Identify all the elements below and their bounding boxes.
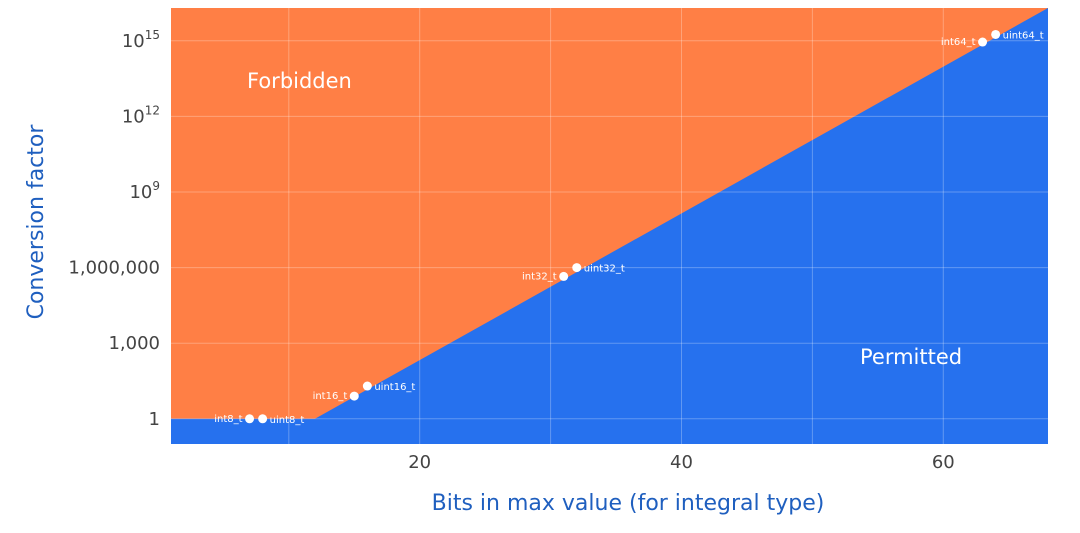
region-label-permitted: Permitted <box>860 345 962 369</box>
data-point <box>978 37 988 47</box>
data-point-label: uint8_t <box>270 415 305 426</box>
data-point <box>362 381 372 391</box>
y-tick-label: 109 <box>129 179 160 203</box>
x-tick-label: 40 <box>670 452 693 473</box>
data-point-label: uint16_t <box>374 382 415 393</box>
y-axis-title: Conversion factor <box>24 124 49 320</box>
y-tick-label: 1 <box>149 409 160 430</box>
data-point <box>245 414 255 424</box>
data-point <box>572 263 582 273</box>
data-point-label: int32_t <box>522 271 557 282</box>
data-point <box>559 271 569 281</box>
grid <box>171 8 1048 444</box>
tick-labels: 20 40 60 1 1,000 1,000,000 109 1012 1015 <box>68 28 954 473</box>
data-point <box>258 414 268 424</box>
data-point-label: uint64_t <box>1003 30 1044 41</box>
region-label-forbidden: Forbidden <box>247 69 352 93</box>
data-point-label: uint32_t <box>584 264 625 275</box>
plot-area: Forbidden Permitted <box>171 8 1048 444</box>
y-tick-label: 1015 <box>122 28 160 52</box>
data-points: int8_t uint8_t int16_t uint16_t int32_t uint3… <box>214 29 1044 426</box>
x-axis-title: Bits in max value (for integral type) <box>432 491 825 516</box>
data-point-label: int8_t <box>214 414 242 425</box>
data-point-label: int16_t <box>313 391 348 402</box>
data-point <box>991 29 1001 39</box>
y-tick-label: 1,000,000 <box>68 258 160 279</box>
data-point <box>349 391 359 401</box>
region-permitted <box>171 8 1048 444</box>
x-tick-label: 60 <box>932 452 955 473</box>
y-tick-label: 1,000 <box>108 333 160 354</box>
x-tick-label: 20 <box>408 452 431 473</box>
data-point-label: int64_t <box>941 37 976 48</box>
y-tick-label: 1012 <box>122 103 160 127</box>
